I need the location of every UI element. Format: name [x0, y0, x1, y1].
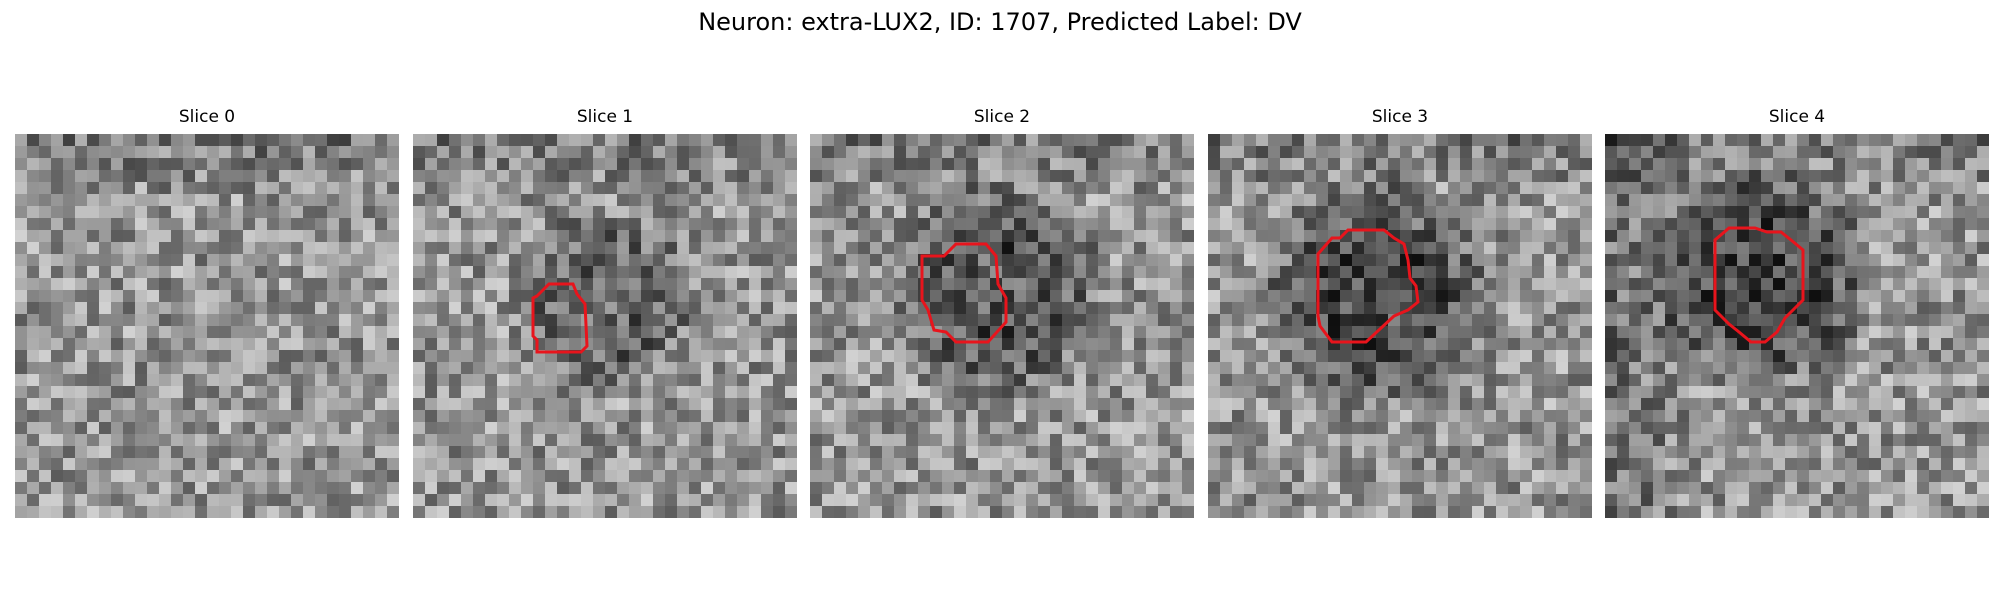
roi-outline-2: [920, 242, 1008, 344]
slice-panel-0: Slice 0: [15, 107, 399, 518]
slice-image-4: [1605, 134, 1989, 518]
roi-outline-1: [531, 282, 589, 354]
slice-title-4: Slice 4: [1768, 107, 1826, 127]
slice-title-3: Slice 3: [1371, 107, 1429, 127]
figure-title: Neuron: extra-LUX2, ID: 1707, Predicted …: [698, 8, 1302, 36]
slice-image-0: [15, 134, 399, 518]
slice-image-3: [1208, 134, 1592, 518]
slice-image-1: [413, 134, 797, 518]
slice-panel-3: Slice 3: [1208, 107, 1592, 518]
roi-outline-4: [1713, 226, 1805, 344]
slice-title-0: Slice 0: [178, 107, 236, 127]
slice-panel-4: Slice 4: [1605, 107, 1989, 518]
roi-outline-3: [1316, 228, 1420, 344]
slice-panel-1: Slice 1: [413, 107, 797, 518]
slice-title-1: Slice 1: [576, 107, 634, 127]
slice-panel-2: Slice 2: [810, 107, 1194, 518]
slice-title-2: Slice 2: [973, 107, 1031, 127]
